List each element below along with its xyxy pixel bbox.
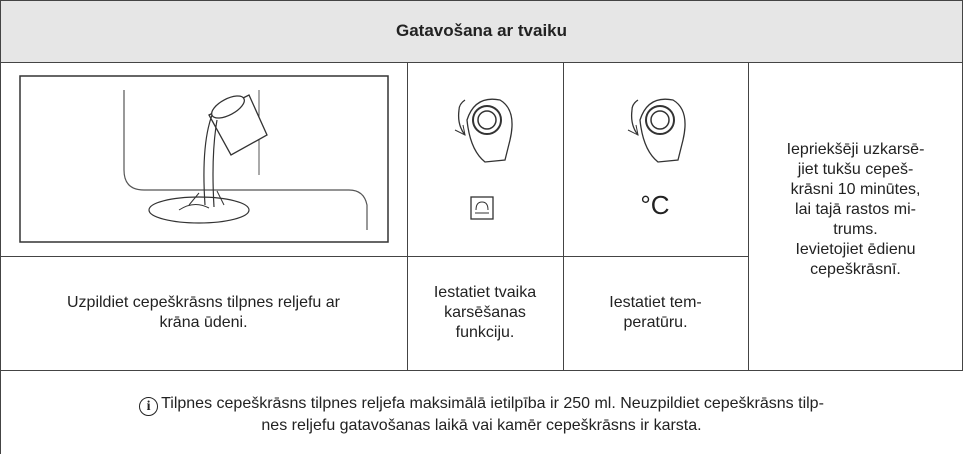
caption-line: Iestatiet tvaika [433, 284, 537, 301]
side-line: Ievietojiet ēdienu [795, 241, 916, 258]
border [0, 0, 963, 1]
border [0, 256, 748, 257]
note-line: nes reljefu gatavošanas laikā vai kamēr … [261, 417, 702, 434]
side-line: krāsni 10 minūtes, [790, 181, 921, 198]
border [563, 62, 564, 370]
side-line: lai tajā rastos mi- [795, 201, 916, 218]
caption-line: Iestatiet tem- [609, 294, 702, 311]
caption: Iestatiet tvaika karsēšanas funkciju. [407, 256, 563, 370]
caption-line: karsēšanas [444, 304, 526, 321]
side-text: Iepriekšēji uzkarsē- jiet tukšu cepeš- k… [748, 140, 963, 300]
border [0, 0, 1, 454]
caption-line: Uzpildiet cepeškrāsns tilpnes reljefu ar [66, 294, 340, 311]
border [407, 62, 408, 370]
border [0, 370, 963, 371]
note: i Tilpnes cepeškrāsns tilpnes reljefa mak… [0, 390, 963, 440]
table-title: Gatavošana ar tvaiku [395, 21, 568, 40]
side-line: Iepriekšēji uzkarsē- [786, 141, 925, 158]
caption: Iestatiet tem- peratūru. [563, 256, 748, 370]
table-header: Gatavošana ar tvaiku [0, 0, 963, 62]
side-line: trums. [833, 221, 878, 238]
fill-illustration [19, 75, 389, 243]
temperature-symbol: °C [640, 190, 670, 220]
side-line: cepeškrāsnī. [810, 261, 901, 278]
caption-line: peratūru. [623, 314, 688, 331]
caption-line: krāna ūdeni. [159, 314, 248, 331]
note-text: Tilpnes cepeškrāsns tilpnes reljefa maks… [161, 395, 824, 412]
note-line: i Tilpnes cepeškrāsns tilpnes reljefa mak… [139, 394, 824, 416]
caption-line: funkciju. [455, 324, 515, 341]
side-line: jiet tukšu cepeš- [797, 161, 914, 178]
knob-icon [454, 98, 513, 220]
border [748, 62, 749, 370]
info-icon: i [139, 397, 159, 416]
knob-icon [627, 98, 686, 163]
caption: Uzpildiet cepeškrāsns tilpnes reljefu ar… [0, 256, 407, 370]
border [0, 62, 963, 63]
